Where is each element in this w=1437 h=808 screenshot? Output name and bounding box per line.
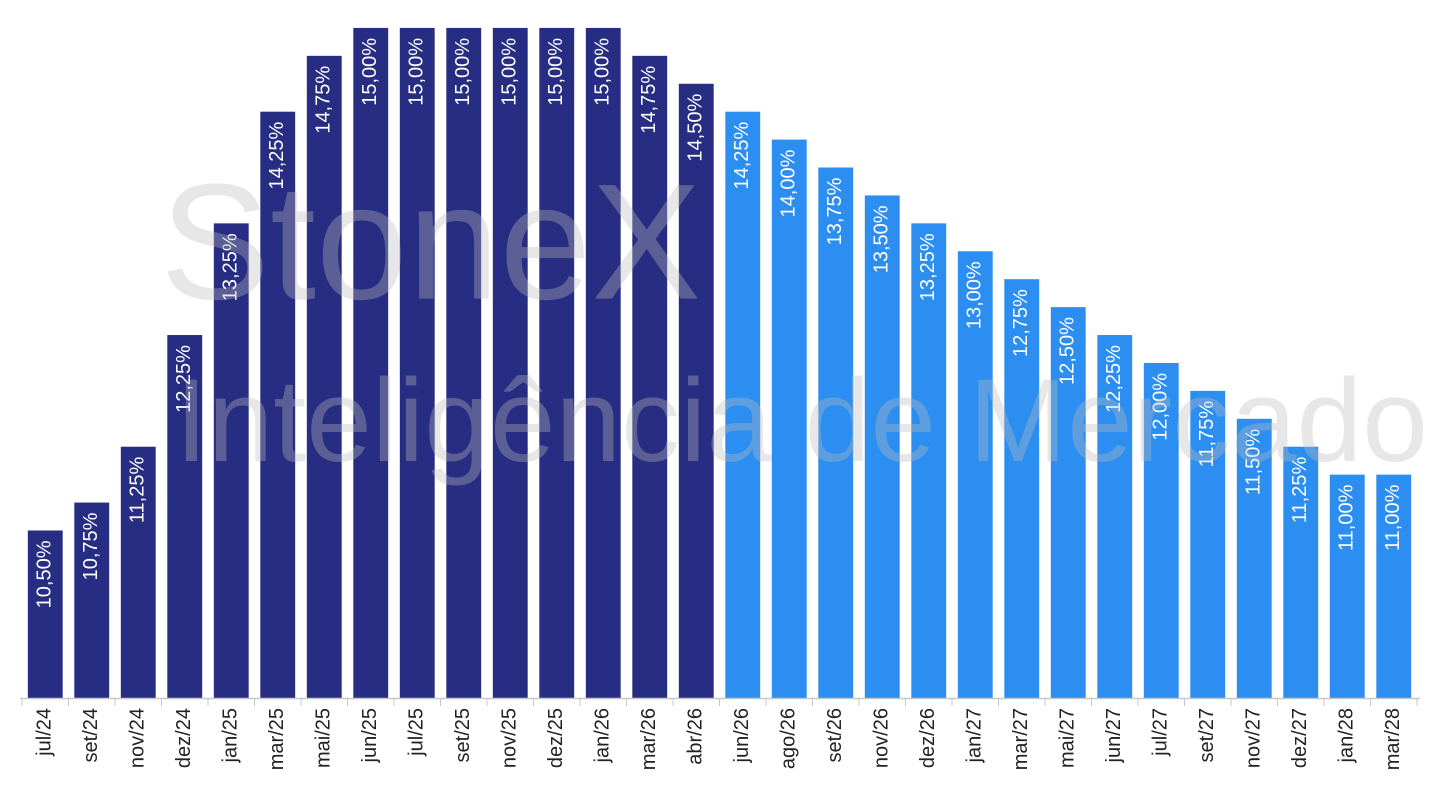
value-label: 13,75% [824,177,846,245]
bar [911,223,947,699]
x-tick-label: mar/26 [638,708,660,770]
x-tick-label: jan/28 [1336,708,1358,764]
value-label: 11,00% [1382,484,1404,551]
x-tick-label: mar/28 [1382,708,1404,770]
value-label: 13,00% [964,261,986,329]
bar [492,27,528,699]
x-tick-label: ago/26 [778,708,800,769]
bar [1236,418,1272,698]
x-tick-label: nov/27 [1243,708,1265,768]
watermark-logo: StoneX [160,150,701,334]
value-label: 11,50% [1243,429,1265,496]
x-tick-label: jul/25 [406,708,428,757]
bar [864,195,900,698]
bar [632,55,668,698]
x-tick-label: nov/25 [499,708,521,768]
x-tick-label: abr/26 [685,708,707,765]
bar [1190,390,1226,698]
value-label: 12,50% [1057,317,1079,385]
bar [585,27,621,699]
bar [539,27,575,699]
x-tick-label: mar/25 [266,708,288,770]
x-tick-label: jan/27 [964,708,986,764]
value-label: 12,75% [1010,289,1032,357]
x-tick-label: mai/25 [313,708,335,768]
x-tick-label: jan/26 [592,708,614,764]
bar [260,111,296,699]
value-label: 15,00% [499,38,521,106]
x-tick-label: dez/26 [917,708,939,768]
value-label: 14,50% [685,94,707,162]
x-tick-label: jan/25 [220,708,242,764]
x-tick-label: nov/24 [127,708,149,768]
bar [213,223,249,699]
x-tick-label: dez/27 [1289,708,1311,768]
value-label: 12,25% [173,345,195,413]
value-label: 14,00% [778,149,800,217]
bar [1283,446,1319,698]
value-label: 12,00% [1150,373,1172,441]
x-tick-label: mar/27 [1010,708,1032,770]
bar [353,27,389,699]
bar [167,335,203,698]
value-label: 14,25% [731,121,753,189]
bar [1143,362,1179,698]
value-label: 12,25% [1103,345,1125,413]
x-tick-label: set/25 [452,708,474,762]
bar [1376,474,1412,698]
x-tick-label: jun/26 [731,708,753,764]
value-label: 15,00% [545,38,567,106]
value-label: 11,25% [1289,457,1311,524]
x-tick-label: jul/27 [1150,708,1172,757]
bar [399,27,435,699]
watermark-text: Inteligência de Mercado [175,355,1428,487]
x-tick-label: set/27 [1196,708,1218,762]
x-tick-label: nov/26 [871,708,893,768]
bar [446,27,482,699]
bar [120,446,156,698]
x-tick-label: jun/25 [359,708,381,764]
value-label: 13,50% [871,205,893,273]
bar [1050,307,1086,698]
x-tick-label: set/24 [80,708,102,762]
bar [957,251,993,698]
bar [74,502,110,698]
x-tick-label: set/26 [824,708,846,762]
value-label: 14,25% [266,121,288,189]
x-tick-label: jun/27 [1103,708,1125,764]
value-label: 15,00% [592,38,614,106]
value-label: 11,00% [1336,484,1358,551]
x-tick-label: mai/27 [1057,708,1079,768]
value-label: 15,00% [452,38,474,106]
value-label: 10,75% [80,512,102,580]
x-tick-label: jul/24 [34,708,56,757]
bar [1004,279,1040,698]
x-tick-label: dez/24 [173,708,195,768]
bar [818,167,854,698]
value-label: 14,75% [638,66,660,134]
bar [725,111,761,699]
bar [678,83,714,698]
value-label: 13,25% [917,233,939,301]
bar [771,139,807,699]
bar [1097,335,1133,698]
value-label: 11,25% [127,457,149,524]
value-label: 14,75% [313,66,335,134]
bars: 10,50% 10,75% 11,25% 12,25% 13,25% 14,25% 14,7… [27,27,1412,699]
value-label: 11,75% [1196,401,1218,468]
value-label: 10,50% [34,540,56,608]
value-label: 13,25% [220,233,242,301]
bar [306,55,342,698]
value-label: 15,00% [359,38,381,106]
value-label: 15,00% [406,38,428,106]
bar [1329,474,1365,698]
x-tick-label: dez/25 [545,708,567,768]
bar [27,530,63,698]
